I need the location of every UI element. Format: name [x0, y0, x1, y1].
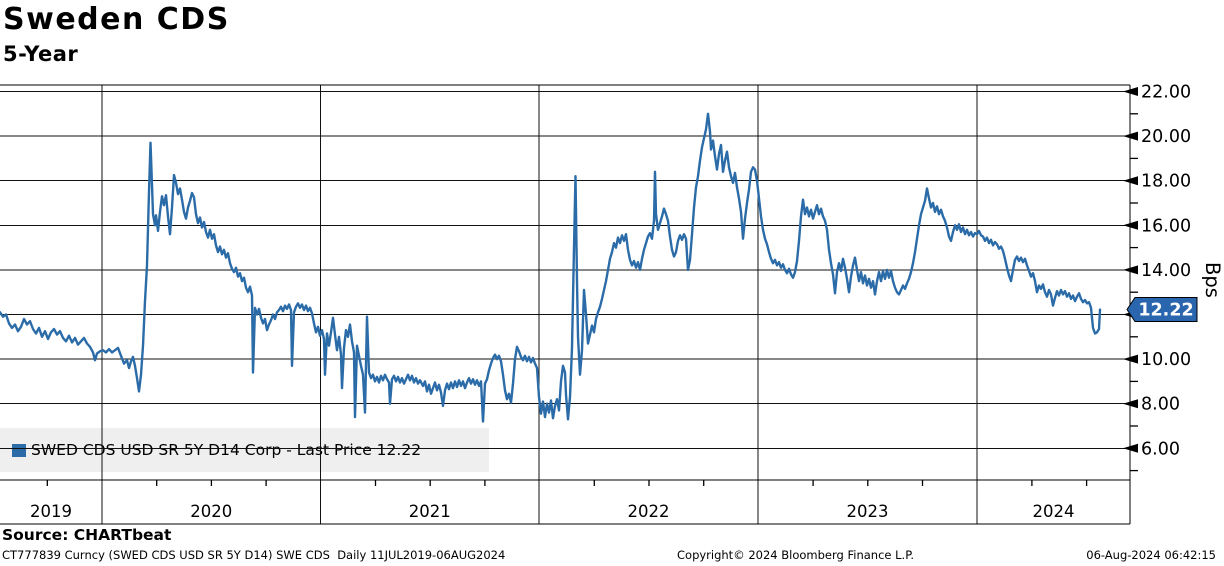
- x-year-label: 2023: [847, 502, 889, 521]
- legend-label: SWED CDS USD SR 5Y D14 Corp - Last Price…: [31, 441, 422, 459]
- cds-series-line: [0, 112, 1102, 423]
- y-tick-label: 18.00: [1141, 172, 1191, 192]
- footer-copyright: Copyright© 2024 Bloomberg Finance L.P.: [677, 548, 914, 562]
- legend-marker-icon: [12, 443, 26, 457]
- chart-subtitle: 5-Year: [3, 42, 79, 66]
- y-axis-major-tick: [1123, 176, 1138, 186]
- y-axis-title: Bps: [1201, 262, 1224, 298]
- legend: SWED CDS USD SR 5Y D14 Corp - Last Price…: [0, 428, 489, 472]
- y-tick-label: 14.00: [1141, 261, 1191, 281]
- source-label: Source: CHARTbeat: [2, 526, 172, 544]
- x-year-label: 2024: [1033, 502, 1075, 521]
- y-axis-major-tick: [1123, 87, 1138, 96]
- y-axis-major-tick: [1123, 354, 1138, 364]
- x-year-label: 2022: [628, 502, 670, 521]
- x-year-label: 2019: [30, 502, 72, 521]
- y-axis-major-tick: [1123, 310, 1138, 319]
- y-tick-label: 22.00: [1141, 83, 1191, 103]
- x-year-label: 2021: [409, 502, 451, 521]
- y-tick-label: 10.00: [1141, 350, 1191, 370]
- y-axis-major-tick: [1123, 131, 1138, 141]
- x-year-label: 2020: [190, 502, 232, 521]
- y-axis-major-tick: [1123, 399, 1138, 409]
- footer-timestamp: 06-Aug-2024 06:42:15: [1086, 548, 1216, 562]
- y-axis-major-tick: [1123, 265, 1138, 275]
- y-axis-major-tick: [1123, 443, 1138, 453]
- last-price-badge-value: 12.22: [1138, 301, 1193, 321]
- series-layer: [0, 112, 1102, 423]
- footer-ticker-note: CT777839 Curncy (SWED CDS USD SR 5Y D14)…: [2, 548, 506, 562]
- chart-title: Sweden CDS: [3, 2, 230, 37]
- y-tick-label: 16.00: [1141, 216, 1191, 236]
- last-price-badge: [1126, 297, 1198, 322]
- y-tick-label: 6.00: [1141, 439, 1180, 459]
- y-axis-major-tick: [1123, 220, 1138, 230]
- tick-layer: [46, 87, 1138, 486]
- y-tick-label: 12.00: [1141, 306, 1191, 326]
- y-tick-label: 8.00: [1141, 395, 1180, 415]
- y-tick-label: 20.00: [1141, 127, 1191, 147]
